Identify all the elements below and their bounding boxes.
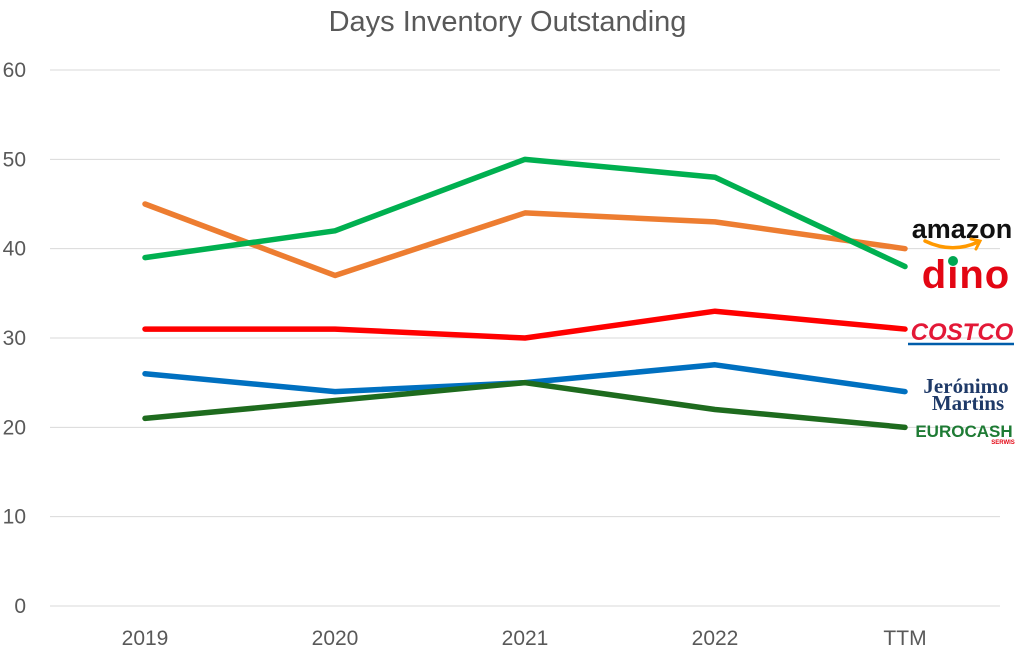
eurocash-logo-text: EUROCASH (915, 422, 1012, 441)
series-line-dino (142, 156, 908, 270)
costco-logo-text: COSTCO (911, 319, 1014, 346)
series-lines (142, 156, 908, 431)
dino-logo-text: dino (922, 253, 1010, 297)
amazon-smile-icon (923, 239, 980, 250)
amazon-logo: amazon (912, 214, 1013, 251)
y-tick-label: 20 (3, 416, 26, 439)
x-tick-label: 2020 (312, 627, 359, 650)
series-line-amazon (142, 201, 908, 279)
y-tick-label: 10 (3, 506, 26, 529)
costco-logo: COSTCO (908, 319, 1014, 346)
y-axis-ticks: 0 10 20 30 40 50 60 (3, 59, 26, 618)
series-line-jer-nimo-martins (142, 362, 908, 395)
dino-dot-icon (948, 256, 958, 266)
x-tick-label: TTM (883, 627, 926, 650)
y-tick-label: 0 (14, 595, 26, 618)
series-line-costco (142, 308, 908, 341)
chart-title: Days Inventory Outstanding (328, 6, 687, 38)
y-tick-label: 30 (3, 327, 26, 350)
amazon-logo-text: amazon (912, 214, 1013, 244)
amazon-arrow-icon (969, 237, 983, 251)
y-tick-label: 50 (3, 148, 26, 171)
jeronimo-martins-logo: Jerónimo Martins (923, 374, 1008, 415)
eurocash-logo: EUROCASH SERWIS (915, 422, 1014, 446)
x-axis-ticks: 2019 2020 2021 2022 TTM (122, 627, 927, 650)
jeronimo-logo-line1: Jerónimo (923, 374, 1008, 398)
jeronimo-logo-line2: Martins (932, 391, 1004, 415)
x-tick-label: 2021 (502, 627, 549, 650)
y-tick-label: 60 (3, 59, 26, 82)
y-tick-label: 40 (3, 238, 26, 261)
series-line-eurocash (142, 379, 908, 431)
x-tick-label: 2022 (692, 627, 739, 650)
x-tick-label: 2019 (122, 627, 169, 650)
eurocash-logo-subtext: SERWIS (991, 440, 1015, 446)
dino-logo: dino (922, 253, 1010, 297)
